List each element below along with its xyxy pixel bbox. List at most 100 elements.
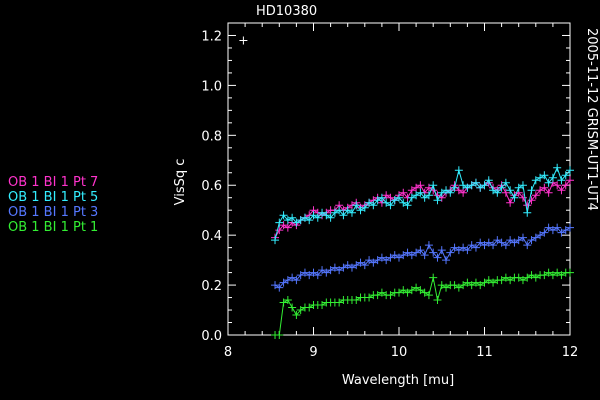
data-point [514, 236, 523, 245]
data-point [557, 176, 566, 185]
data-point [544, 188, 553, 197]
data-point [501, 273, 510, 282]
data-point [540, 228, 549, 237]
data-point [326, 266, 335, 275]
data-point [407, 286, 416, 295]
data-point [484, 238, 493, 247]
data-point [493, 236, 502, 245]
data-point [454, 246, 463, 255]
data-point [450, 281, 459, 290]
series-line [274, 166, 571, 241]
data-point [454, 166, 463, 175]
data-point [536, 186, 545, 195]
data-point [471, 243, 480, 252]
data-point [335, 206, 344, 215]
data-point [326, 213, 335, 222]
data-point [416, 188, 425, 197]
data-point [544, 223, 553, 232]
data-point [557, 186, 566, 195]
data-point [527, 196, 536, 205]
data-point [480, 181, 489, 190]
data-point [309, 268, 318, 277]
data-point [548, 173, 557, 182]
data-point [356, 258, 365, 267]
data-point [553, 163, 562, 172]
legend-entry: OB 1 BI 1 Pt 1 [8, 220, 98, 235]
data-point [377, 193, 386, 202]
data-point [403, 201, 412, 210]
data-point [489, 186, 498, 195]
data-point [497, 238, 506, 247]
data-point [275, 283, 284, 292]
data-point [347, 208, 356, 217]
data-point [382, 198, 391, 207]
y-tick-label: 0.2 [201, 279, 222, 294]
data-point [305, 271, 314, 280]
data-point [416, 181, 425, 190]
data-point [553, 181, 562, 190]
data-point [484, 276, 493, 285]
data-point [506, 236, 515, 245]
data-point [407, 193, 416, 202]
data-point [352, 201, 361, 210]
x-tick-label: 9 [309, 345, 317, 360]
side-label: 2005-11-12 GRISM-UT1-UT4 [584, 28, 599, 211]
data-point [399, 286, 408, 295]
data-point [429, 273, 438, 282]
data-point [523, 273, 532, 282]
data-point [471, 178, 480, 187]
data-point [318, 301, 327, 310]
y-tick-label: 1.0 [201, 79, 222, 94]
data-point [429, 248, 438, 257]
data-point [527, 236, 536, 245]
data-point [288, 303, 297, 312]
data-point [476, 281, 485, 290]
data-point [279, 278, 288, 287]
data-point [497, 276, 506, 285]
data-point [561, 181, 570, 190]
data-point [518, 193, 527, 202]
data-point [424, 191, 433, 200]
data-point [523, 201, 532, 210]
data-point [506, 198, 515, 207]
data-point [540, 271, 549, 280]
data-point [531, 176, 540, 185]
data-point [446, 248, 455, 257]
data-point [377, 253, 386, 262]
x-tick-label: 11 [476, 345, 493, 360]
data-point [382, 191, 391, 200]
data-point [283, 276, 292, 285]
data-point [497, 183, 506, 192]
data-point [279, 298, 288, 307]
legend-entry: OB 1 BI 1 Pt 3 [8, 205, 98, 220]
data-point [518, 276, 527, 285]
data-point [369, 258, 378, 267]
data-point [382, 256, 391, 265]
y-tick-label: 0.8 [201, 129, 222, 144]
data-point [459, 181, 468, 190]
data-point [518, 181, 527, 190]
data-point [369, 201, 378, 210]
data-point [433, 296, 442, 305]
data-point [330, 208, 339, 217]
data-point [279, 211, 288, 220]
data-point [343, 206, 352, 215]
data-point [386, 253, 395, 262]
data-point [373, 291, 382, 300]
data-point [424, 291, 433, 300]
data-point [501, 241, 510, 250]
data-point [407, 251, 416, 260]
data-point [313, 213, 322, 222]
data-point [557, 228, 566, 237]
data-point [450, 183, 459, 192]
data-point [433, 253, 442, 262]
outlier-point [239, 36, 248, 45]
data-point [489, 241, 498, 250]
data-point [420, 251, 429, 260]
data-point [467, 281, 476, 290]
series-line [274, 227, 571, 289]
data-point [330, 263, 339, 272]
x-tick-label: 8 [224, 345, 232, 360]
legend-entry: OB 1 BI 1 Pt 5 [8, 190, 98, 205]
data-point [420, 288, 429, 297]
